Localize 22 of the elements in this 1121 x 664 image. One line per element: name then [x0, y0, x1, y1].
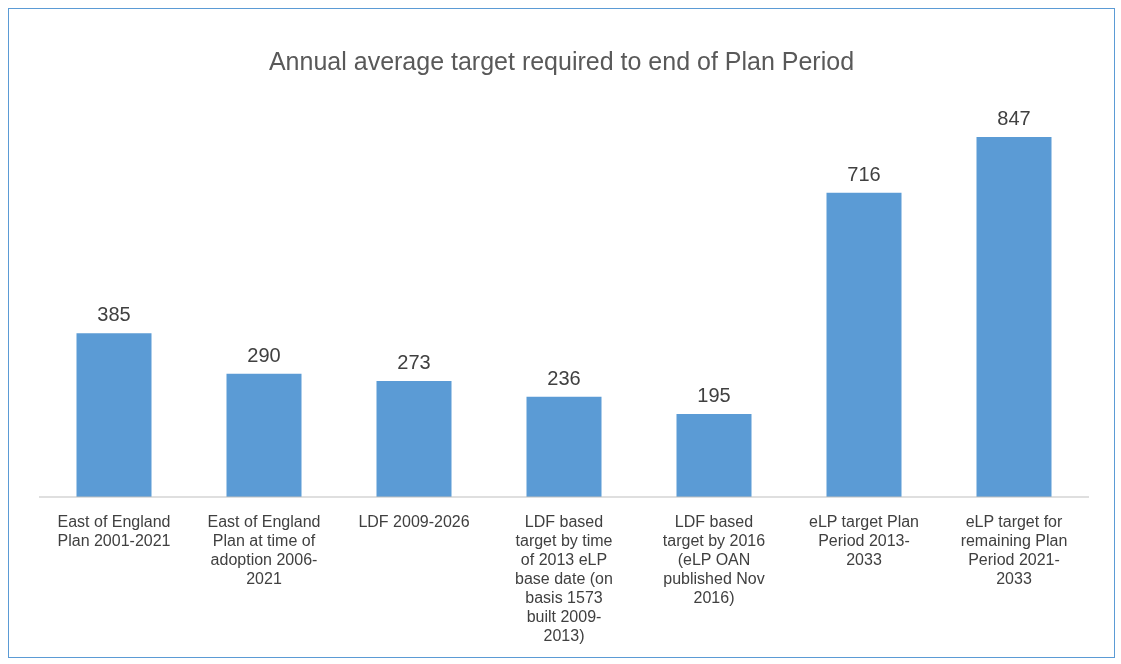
x-tick-label: East of England Plan 2001-2021 [57, 513, 171, 549]
bar [376, 380, 452, 497]
data-label: 236 [547, 366, 581, 389]
x-tick-label: eLP target Plan Period 2013-2033 [808, 513, 920, 568]
bar [676, 414, 752, 497]
chart-title: Annual average target required to end of Plan Period [267, 47, 856, 77]
bar [976, 137, 1052, 497]
data-label: 716 [847, 162, 881, 185]
data-label: 385 [97, 303, 131, 326]
x-tick-label: LDF based target by 2016 (eLP OAN published Nov 2016) [662, 513, 766, 606]
x-tick-label: LDF based target by time of 2013 eLP base date (on basis 1573 built 2009-2013) [515, 513, 613, 644]
bar [826, 192, 902, 497]
bar [526, 396, 602, 497]
bar [76, 333, 152, 497]
data-label: 290 [247, 343, 281, 366]
data-label: 273 [397, 350, 431, 373]
data-label: 195 [697, 384, 731, 407]
bar [226, 373, 302, 497]
x-tick-label: eLP target for remaining Plan Period 2021-2033 [960, 513, 1068, 587]
x-tick-label: LDF 2009-2026 [358, 513, 470, 530]
x-tick-label: East of England Plan at time of adoption 2006-2021 [207, 513, 321, 587]
data-label: 847 [997, 107, 1031, 129]
